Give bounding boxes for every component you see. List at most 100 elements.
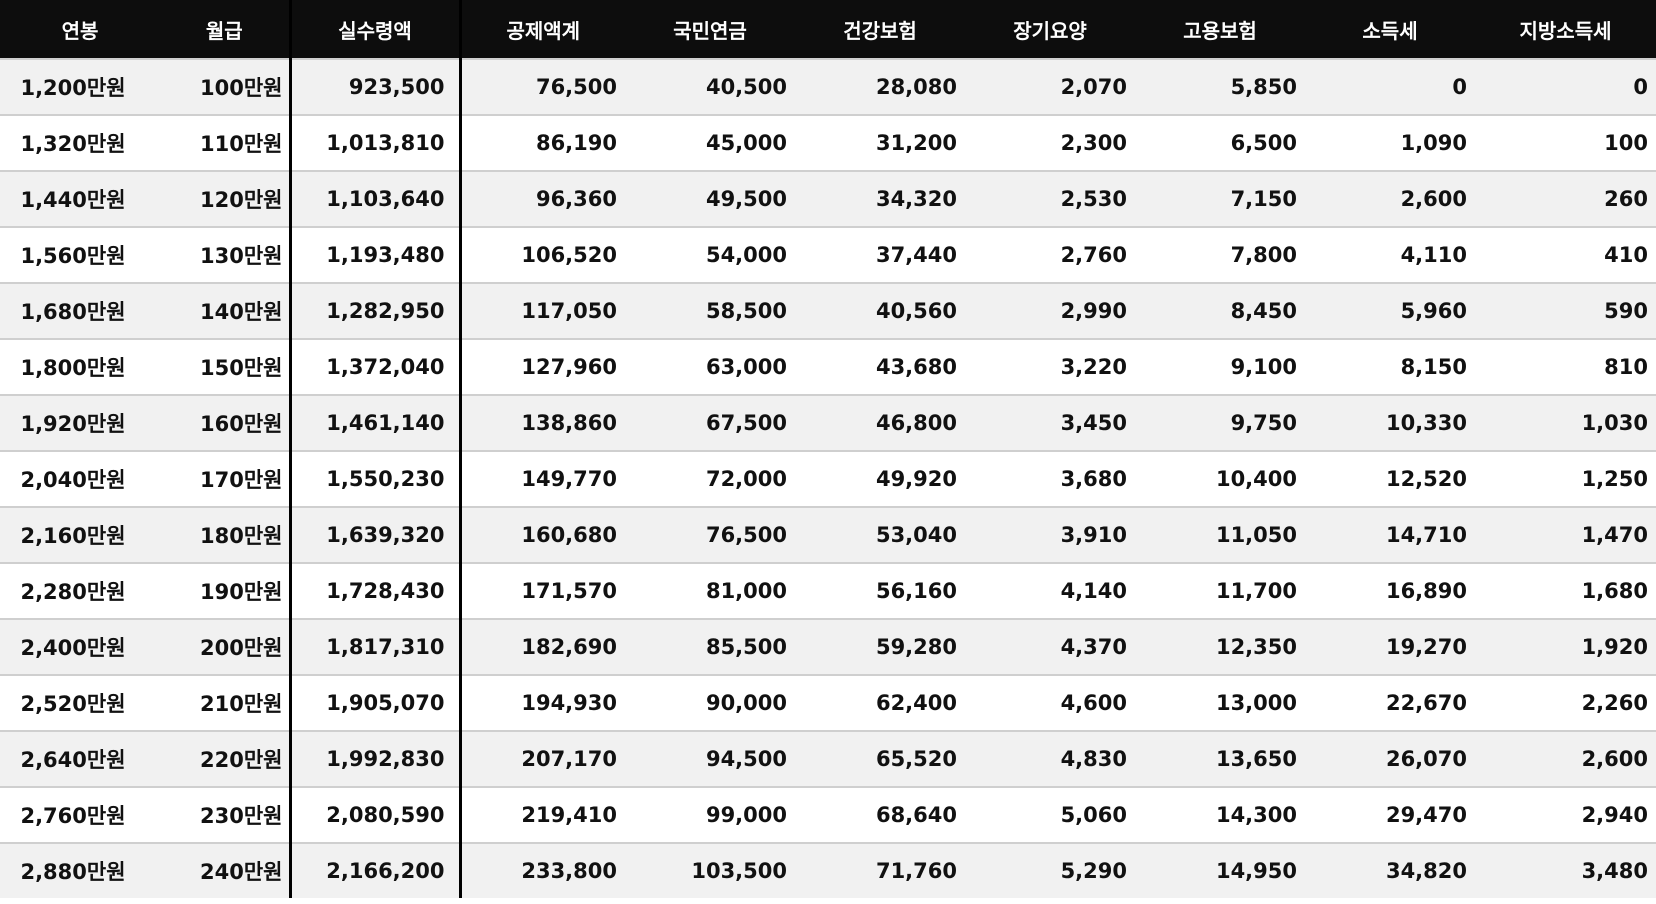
header-annual-salary: 연봉 [0,0,160,59]
cell-net-pay: 1,639,320 [288,506,462,563]
cell-health-insurance: 49,920 [795,450,965,507]
cell-monthly-salary: 230만원 [160,786,290,843]
cell-national-pension: 99,000 [625,786,795,843]
cell-total-deduction: 194,930 [460,674,625,731]
cell-health-insurance: 62,400 [795,674,965,731]
cell-total-deduction: 171,570 [460,562,625,619]
table-row: 1,440만원 120만원 1,103,640 96,360 49,500 34,320 2… [0,170,1656,227]
cell-employment-insurance: 5,850 [1135,58,1305,115]
cell-national-pension: 94,500 [625,730,795,787]
cell-national-pension: 63,000 [625,338,795,395]
cell-local-income-tax: 2,260 [1475,674,1656,731]
cell-total-deduction: 106,520 [460,226,625,283]
cell-monthly-salary: 220만원 [160,730,290,787]
cell-employment-insurance: 10,400 [1135,450,1305,507]
cell-annual-salary: 1,560만원 [0,226,160,283]
cell-total-deduction: 96,360 [460,170,625,227]
table-row: 2,760만원 230만원 2,080,590 219,410 99,000 68,640… [0,786,1656,843]
cell-monthly-salary: 100만원 [160,58,290,115]
cell-long-term-care: 4,830 [965,730,1135,787]
cell-employment-insurance: 7,150 [1135,170,1305,227]
cell-long-term-care: 4,370 [965,618,1135,675]
cell-monthly-salary: 130만원 [160,226,290,283]
cell-long-term-care: 4,600 [965,674,1135,731]
cell-employment-insurance: 7,800 [1135,226,1305,283]
cell-employment-insurance: 13,000 [1135,674,1305,731]
cell-national-pension: 58,500 [625,282,795,339]
cell-total-deduction: 160,680 [460,506,625,563]
cell-health-insurance: 40,560 [795,282,965,339]
cell-monthly-salary: 150만원 [160,338,290,395]
cell-income-tax: 19,270 [1305,618,1475,675]
cell-local-income-tax: 0 [1475,58,1656,115]
cell-annual-salary: 2,160만원 [0,506,160,563]
cell-total-deduction: 219,410 [460,786,625,843]
table-row: 2,160만원 180만원 1,639,320 160,680 76,500 53,040… [0,506,1656,563]
cell-long-term-care: 2,760 [965,226,1135,283]
cell-long-term-care: 4,140 [965,562,1135,619]
cell-local-income-tax: 2,600 [1475,730,1656,787]
cell-long-term-care: 2,530 [965,170,1135,227]
cell-monthly-salary: 240만원 [160,842,290,898]
cell-monthly-salary: 180만원 [160,506,290,563]
cell-total-deduction: 182,690 [460,618,625,675]
cell-long-term-care: 5,290 [965,842,1135,898]
cell-national-pension: 54,000 [625,226,795,283]
cell-income-tax: 16,890 [1305,562,1475,619]
cell-annual-salary: 1,920만원 [0,394,160,451]
table-row: 1,560만원 130만원 1,193,480 106,520 54,000 37,440… [0,226,1656,283]
cell-long-term-care: 3,220 [965,338,1135,395]
cell-long-term-care: 3,680 [965,450,1135,507]
cell-monthly-salary: 120만원 [160,170,290,227]
cell-monthly-salary: 200만원 [160,618,290,675]
cell-health-insurance: 71,760 [795,842,965,898]
cell-long-term-care: 3,910 [965,506,1135,563]
cell-health-insurance: 34,320 [795,170,965,227]
cell-annual-salary: 1,200만원 [0,58,160,115]
cell-monthly-salary: 170만원 [160,450,290,507]
cell-net-pay: 1,282,950 [288,282,462,339]
cell-employment-insurance: 14,300 [1135,786,1305,843]
cell-income-tax: 5,960 [1305,282,1475,339]
cell-employment-insurance: 12,350 [1135,618,1305,675]
cell-local-income-tax: 260 [1475,170,1656,227]
cell-monthly-salary: 190만원 [160,562,290,619]
cell-local-income-tax: 590 [1475,282,1656,339]
table-row: 2,880만원 240만원 2,166,200 233,800 103,500 71,76… [0,842,1656,898]
cell-local-income-tax: 100 [1475,114,1656,171]
cell-local-income-tax: 1,470 [1475,506,1656,563]
cell-health-insurance: 56,160 [795,562,965,619]
cell-health-insurance: 68,640 [795,786,965,843]
cell-health-insurance: 59,280 [795,618,965,675]
cell-employment-insurance: 8,450 [1135,282,1305,339]
cell-total-deduction: 76,500 [460,58,625,115]
cell-local-income-tax: 810 [1475,338,1656,395]
cell-total-deduction: 149,770 [460,450,625,507]
cell-long-term-care: 5,060 [965,786,1135,843]
header-employment-insurance: 고용보험 [1135,0,1305,59]
header-national-pension: 국민연금 [625,0,795,59]
cell-net-pay: 1,728,430 [288,562,462,619]
cell-total-deduction: 207,170 [460,730,625,787]
cell-employment-insurance: 9,100 [1135,338,1305,395]
cell-health-insurance: 28,080 [795,58,965,115]
table-row: 1,920만원 160만원 1,461,140 138,860 67,500 46,800… [0,394,1656,451]
cell-national-pension: 76,500 [625,506,795,563]
table-body: 1,200만원 100만원 923,500 76,500 40,500 28,080 2,0… [0,58,1656,898]
cell-net-pay: 1,103,640 [288,170,462,227]
cell-annual-salary: 1,320만원 [0,114,160,171]
cell-net-pay: 1,013,810 [288,114,462,171]
cell-employment-insurance: 11,050 [1135,506,1305,563]
cell-income-tax: 29,470 [1305,786,1475,843]
header-health-insurance: 건강보험 [795,0,965,59]
cell-net-pay: 2,166,200 [288,842,462,898]
cell-income-tax: 4,110 [1305,226,1475,283]
cell-national-pension: 49,500 [625,170,795,227]
cell-health-insurance: 53,040 [795,506,965,563]
cell-total-deduction: 117,050 [460,282,625,339]
cell-employment-insurance: 14,950 [1135,842,1305,898]
cell-net-pay: 1,372,040 [288,338,462,395]
cell-local-income-tax: 2,940 [1475,786,1656,843]
cell-net-pay: 1,992,830 [288,730,462,787]
